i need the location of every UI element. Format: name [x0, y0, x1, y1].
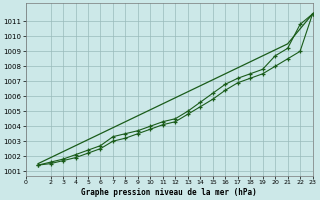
X-axis label: Graphe pression niveau de la mer (hPa): Graphe pression niveau de la mer (hPa) — [81, 188, 257, 197]
